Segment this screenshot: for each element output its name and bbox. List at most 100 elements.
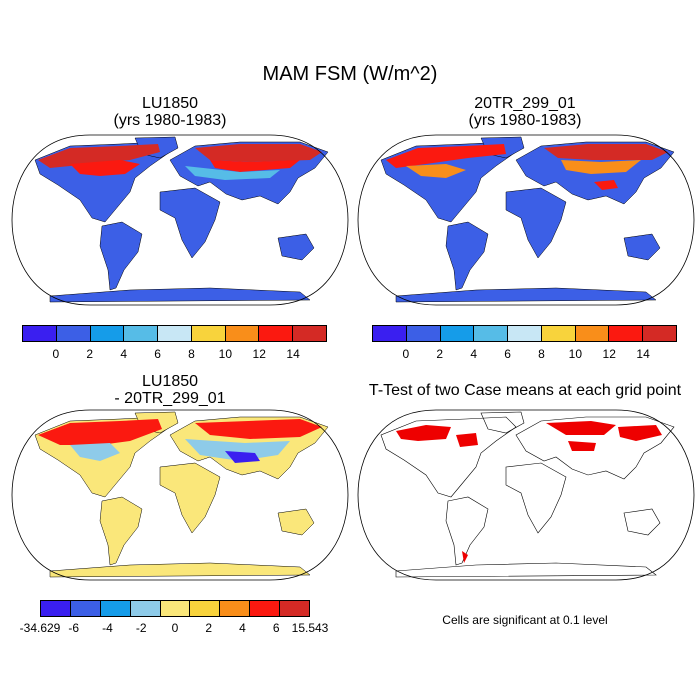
panel-title-diff: LU1850 - 20TR_299_01 bbox=[55, 373, 285, 407]
colorbar-swatch bbox=[124, 326, 159, 341]
colorbar-tick-label: 8 bbox=[188, 347, 195, 361]
colorbar-swatch bbox=[575, 326, 610, 341]
colorbar-swatch bbox=[90, 326, 125, 341]
colorbar-tick-label: 6 bbox=[154, 347, 161, 361]
panel-title-20tr-years: (yrs 1980-1983) bbox=[468, 112, 582, 129]
field-region bbox=[185, 439, 290, 461]
colorbar-tick-label: 12 bbox=[602, 347, 616, 361]
panel-title-lu1850-years: (yrs 1980-1983) bbox=[113, 112, 227, 129]
colorbar-swatch bbox=[508, 326, 542, 341]
panel-title-ttest: T-Test of two Case means at each grid po… bbox=[368, 382, 682, 399]
field-region bbox=[70, 160, 140, 176]
colorbar-swatch bbox=[643, 326, 677, 341]
colorbar-tick-label: 4 bbox=[470, 347, 477, 361]
map-ocean bbox=[358, 410, 694, 580]
colorbar-20tr-ticks: 0 2 4 6 8 10 12 14 bbox=[372, 347, 677, 363]
colorbar-tick-label: 4 bbox=[239, 621, 246, 635]
map-border bbox=[11, 409, 349, 581]
colorbar-tick-label: 0 bbox=[402, 347, 410, 361]
field-region bbox=[386, 144, 506, 168]
colorbar-swatch bbox=[259, 326, 294, 341]
field-region bbox=[225, 451, 260, 463]
colorbar-tick-label: 15.543 bbox=[291, 621, 329, 635]
colorbar-difference bbox=[40, 600, 310, 617]
map-20tr bbox=[357, 134, 695, 306]
continent-africa bbox=[159, 462, 221, 534]
field-region bbox=[544, 144, 668, 160]
colorbar-swatch bbox=[373, 326, 407, 341]
field-region bbox=[195, 144, 322, 162]
continent-antarctica bbox=[395, 562, 657, 578]
colorbar-tick-label: 2 bbox=[436, 347, 444, 361]
colorbar-swatch bbox=[541, 326, 576, 341]
colorbar-swatch bbox=[474, 326, 509, 341]
colorbar-tick-label: -4 bbox=[102, 621, 113, 635]
colorbar-lu1850 bbox=[22, 325, 327, 342]
continent-australia bbox=[277, 508, 315, 536]
colorbar-tick-label: 0 bbox=[52, 347, 60, 361]
continent-antarctica bbox=[395, 287, 657, 303]
map-border bbox=[357, 134, 695, 306]
colorbar-tick-label: -34.629 bbox=[19, 621, 61, 635]
field-region bbox=[38, 144, 160, 168]
colorbar-swatch bbox=[41, 601, 71, 616]
colorbar-lu1850-ticks: 0 2 4 6 8 10 12 14 bbox=[22, 347, 327, 363]
colorbar-tick-label: -6 bbox=[68, 621, 80, 635]
field-region bbox=[406, 164, 466, 178]
continent-namerica bbox=[380, 416, 517, 498]
continent-eurasia bbox=[515, 416, 675, 480]
map-border bbox=[11, 134, 349, 306]
field-region bbox=[185, 166, 280, 180]
continent-samerica bbox=[445, 221, 489, 291]
panel-title-20tr: 20TR_299_01 (yrs 1980-1983) bbox=[410, 95, 640, 129]
colorbar-tick-label: 14 bbox=[286, 347, 300, 361]
map-border bbox=[357, 409, 695, 581]
colorbar-swatch bbox=[280, 601, 310, 616]
significant-cells bbox=[546, 421, 616, 435]
colorbar-tick-label: 8 bbox=[538, 347, 545, 361]
panel-title-lu1850-name: LU1850 bbox=[141, 95, 199, 112]
colorbar-tick-label: 0 bbox=[171, 621, 179, 635]
continent-antarctica bbox=[49, 287, 311, 303]
colorbar-tick-label: 2 bbox=[86, 347, 94, 361]
continent-australia bbox=[277, 233, 315, 261]
colorbar-difference-ticks: -34.629 -6 -4 -2 0 2 4 6 15.543 bbox=[20, 621, 329, 637]
colorbar-swatch bbox=[406, 326, 441, 341]
colorbar-swatch bbox=[158, 326, 192, 341]
significant-cells bbox=[568, 441, 596, 451]
colorbar-swatch bbox=[220, 601, 251, 616]
panel-title-lu1850: LU1850 (yrs 1980-1983) bbox=[55, 95, 285, 129]
map-ttest bbox=[357, 409, 695, 581]
field-region bbox=[70, 443, 120, 461]
field-region bbox=[561, 160, 641, 174]
map-lu1850 bbox=[11, 134, 349, 306]
map-difference bbox=[11, 409, 349, 581]
panel-title-diff-expr: - 20TR_299_01 bbox=[114, 390, 226, 407]
colorbar-swatch bbox=[56, 326, 91, 341]
significant-cells bbox=[462, 551, 468, 563]
colorbar-tick-label: 2 bbox=[205, 621, 213, 635]
colorbar-swatch bbox=[70, 601, 101, 616]
colorbar-tick-label: 10 bbox=[218, 347, 233, 361]
continent-africa bbox=[159, 187, 221, 259]
colorbar-swatch bbox=[100, 601, 131, 616]
continent-samerica bbox=[99, 496, 143, 566]
colorbar-swatch bbox=[293, 326, 327, 341]
continent-africa bbox=[505, 462, 567, 534]
significant-cells bbox=[456, 433, 478, 447]
colorbar-20tr bbox=[372, 325, 677, 342]
field-region bbox=[210, 160, 300, 172]
colorbar-tick-label: 4 bbox=[120, 347, 127, 361]
colorbar-swatch bbox=[609, 326, 644, 341]
significance-note: Cells are significant at 0.1 level bbox=[442, 613, 608, 627]
colorbar-swatch bbox=[225, 326, 260, 341]
field-region bbox=[195, 419, 322, 439]
panel-title-diff-name: LU1850 bbox=[141, 373, 199, 390]
colorbar-tick-label: -2 bbox=[135, 621, 147, 635]
colorbar-tick-label: 12 bbox=[252, 347, 266, 361]
colorbar-tick-label: 14 bbox=[636, 347, 650, 361]
significant-cells bbox=[618, 425, 662, 441]
field-region bbox=[38, 419, 162, 445]
continent-australia bbox=[623, 508, 661, 536]
colorbar-swatch bbox=[190, 601, 221, 616]
